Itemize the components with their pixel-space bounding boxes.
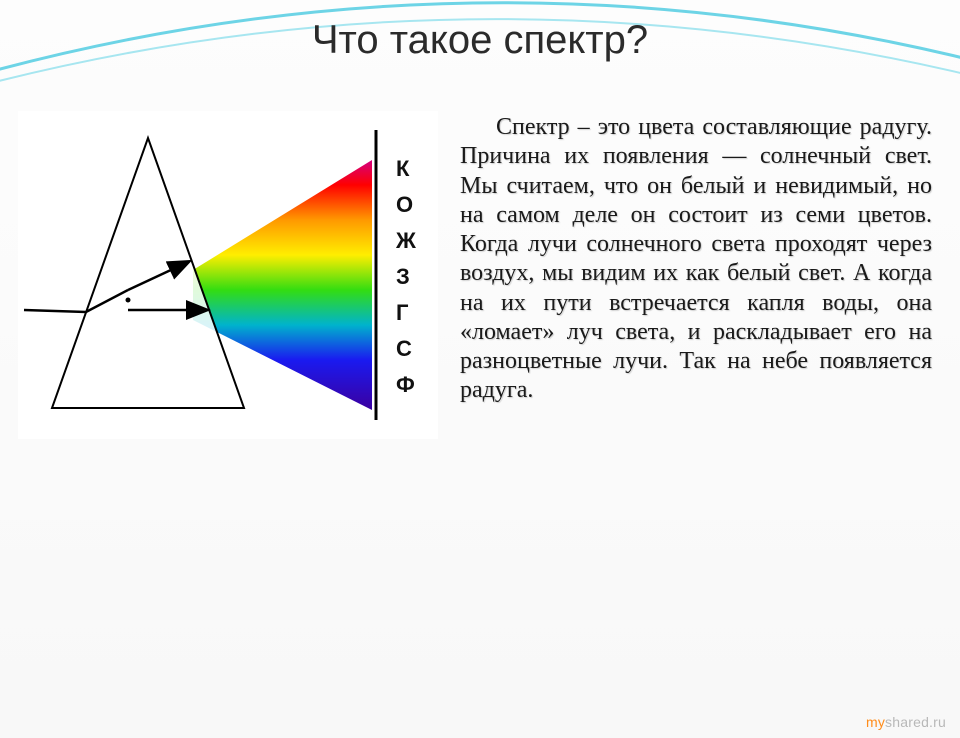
watermark-my: my — [866, 714, 885, 730]
prism-diagram-svg: КОЖЗГСФ — [18, 111, 438, 439]
content-row: КОЖЗГСФ Спектр – это цвета составляющие … — [0, 111, 960, 439]
body-paragraph: Спектр – это цвета составляющие радугу. … — [460, 111, 932, 439]
refraction-dot — [126, 298, 131, 303]
spectrum-label: Ж — [395, 228, 416, 253]
spectrum-label: З — [396, 264, 410, 289]
spectrum-label: Г — [396, 300, 409, 325]
page-title: Что такое спектр? — [0, 18, 960, 63]
spectrum-label: Ф — [396, 372, 415, 397]
spectrum-label: С — [396, 336, 412, 361]
watermark-shared: shared.ru — [885, 714, 946, 730]
spectrum-label: К — [396, 156, 410, 181]
watermark: myshared.ru — [866, 714, 946, 730]
prism-diagram: КОЖЗГСФ — [18, 111, 438, 439]
spectrum-label: О — [396, 192, 413, 217]
